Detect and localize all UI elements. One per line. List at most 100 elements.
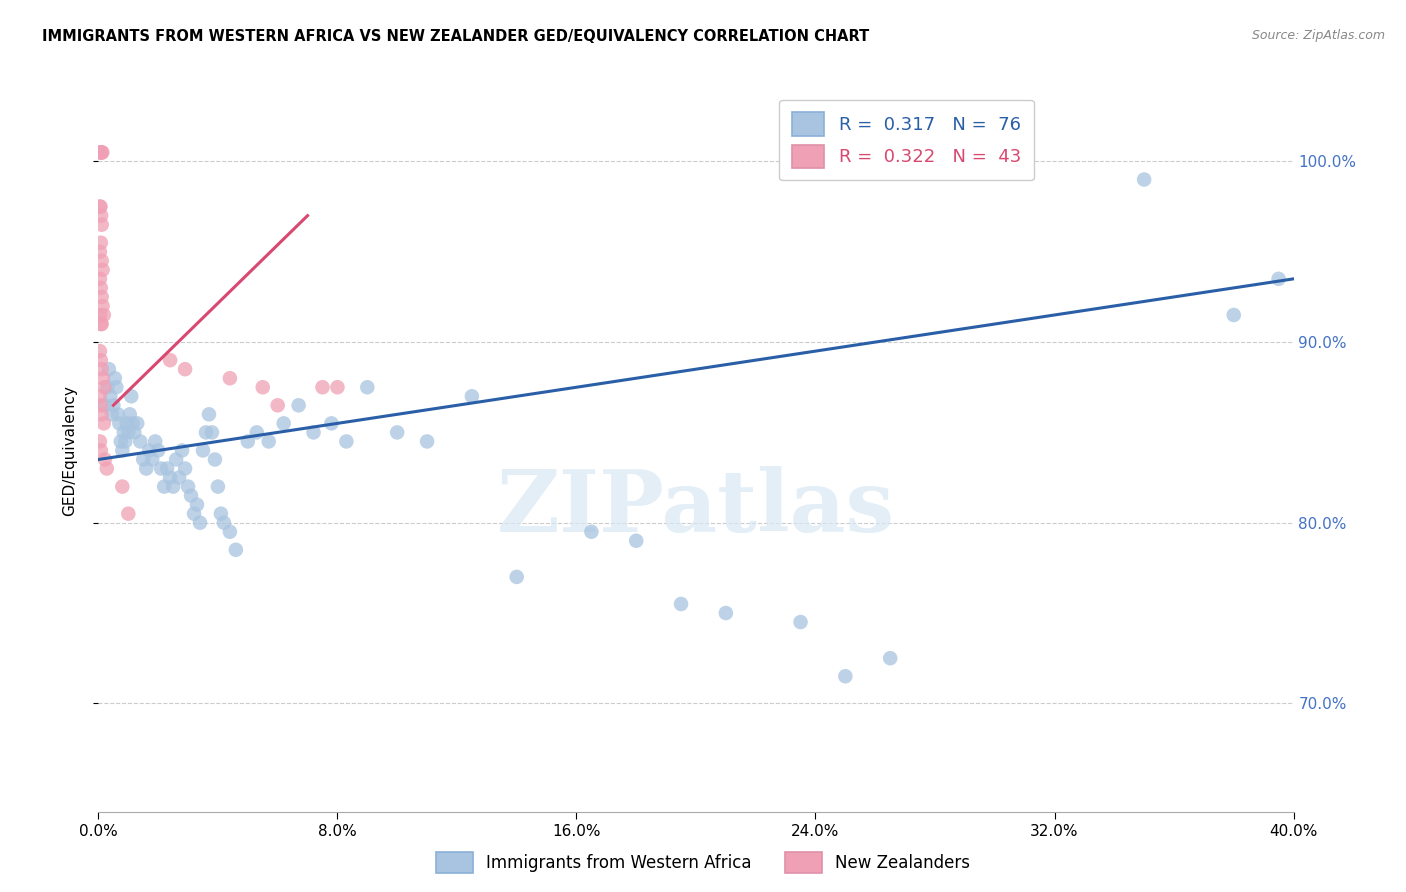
Point — [89, 145, 111, 160]
Point — [111, 443, 134, 458]
Point — [129, 434, 152, 449]
Point — [714, 606, 737, 620]
Point — [246, 425, 269, 440]
Point — [90, 235, 112, 250]
Point — [89, 344, 111, 359]
Point — [302, 425, 325, 440]
Point — [180, 489, 202, 503]
Point — [162, 480, 184, 494]
Point — [90, 362, 112, 376]
Point — [132, 452, 155, 467]
Point — [212, 516, 235, 530]
Point — [98, 389, 122, 403]
Point — [90, 281, 112, 295]
Point — [356, 380, 378, 394]
Legend: Immigrants from Western Africa, New Zealanders: Immigrants from Western Africa, New Zeal… — [429, 846, 977, 880]
Point — [257, 434, 280, 449]
Point — [90, 353, 112, 368]
Point — [112, 425, 135, 440]
Point — [114, 434, 136, 449]
Point — [90, 398, 112, 412]
Point — [195, 425, 218, 440]
Point — [789, 615, 811, 629]
Point — [90, 317, 112, 331]
Point — [626, 533, 648, 548]
Point — [219, 371, 242, 385]
Point — [96, 461, 118, 475]
Point — [89, 308, 111, 322]
Point — [335, 434, 357, 449]
Point — [117, 425, 139, 440]
Point — [93, 308, 115, 322]
Point — [165, 452, 187, 467]
Point — [252, 380, 274, 394]
Point — [90, 209, 112, 223]
Point — [172, 443, 194, 458]
Point — [91, 145, 114, 160]
Point — [183, 507, 205, 521]
Text: Source: ZipAtlas.com: Source: ZipAtlas.com — [1251, 29, 1385, 42]
Point — [1267, 272, 1289, 286]
Point — [89, 145, 111, 160]
Point — [90, 145, 112, 160]
Point — [581, 524, 603, 539]
Point — [120, 389, 142, 403]
Point — [91, 371, 114, 385]
Point — [90, 407, 112, 422]
Point — [209, 507, 232, 521]
Point — [506, 570, 529, 584]
Point — [141, 452, 163, 467]
Point — [201, 425, 224, 440]
Point — [103, 398, 125, 412]
Point — [186, 498, 208, 512]
Point — [159, 353, 181, 368]
Point — [89, 200, 111, 214]
Legend: R =  0.317   N =  76, R =  0.322   N =  43: R = 0.317 N = 76, R = 0.322 N = 43 — [779, 100, 1033, 180]
Point — [153, 480, 176, 494]
Point — [174, 362, 197, 376]
Point — [156, 461, 179, 475]
Point — [287, 398, 309, 412]
Point — [167, 470, 190, 484]
Y-axis label: GED/Equivalency: GED/Equivalency — [63, 385, 77, 516]
Point — [90, 443, 112, 458]
Point — [1223, 308, 1246, 322]
Point — [969, 145, 991, 160]
Text: ZIPatlas: ZIPatlas — [496, 467, 896, 550]
Point — [117, 507, 139, 521]
Point — [93, 380, 115, 394]
Point — [105, 380, 128, 394]
Point — [124, 425, 146, 440]
Point — [198, 407, 221, 422]
Point — [879, 651, 901, 665]
Point — [321, 417, 343, 431]
Point — [104, 371, 127, 385]
Point — [669, 597, 692, 611]
Point — [416, 434, 439, 449]
Point — [118, 407, 141, 422]
Point — [89, 272, 111, 286]
Point — [90, 317, 112, 331]
Point — [96, 380, 118, 394]
Point — [1133, 172, 1156, 186]
Point — [204, 452, 226, 467]
Point — [91, 262, 114, 277]
Point — [311, 380, 333, 394]
Point — [90, 290, 112, 304]
Text: IMMIGRANTS FROM WESTERN AFRICA VS NEW ZEALANDER GED/EQUIVALENCY CORRELATION CHAR: IMMIGRANTS FROM WESTERN AFRICA VS NEW ZE… — [42, 29, 869, 44]
Point — [90, 218, 112, 232]
Point — [121, 417, 143, 431]
Point — [89, 389, 111, 403]
Point — [93, 417, 115, 431]
Point — [326, 380, 349, 394]
Point — [385, 425, 409, 440]
Point — [143, 434, 166, 449]
Point — [174, 461, 197, 475]
Point — [89, 434, 111, 449]
Point — [101, 407, 124, 422]
Point — [90, 145, 112, 160]
Point — [177, 480, 200, 494]
Point — [91, 299, 114, 313]
Point — [191, 443, 214, 458]
Point — [97, 362, 120, 376]
